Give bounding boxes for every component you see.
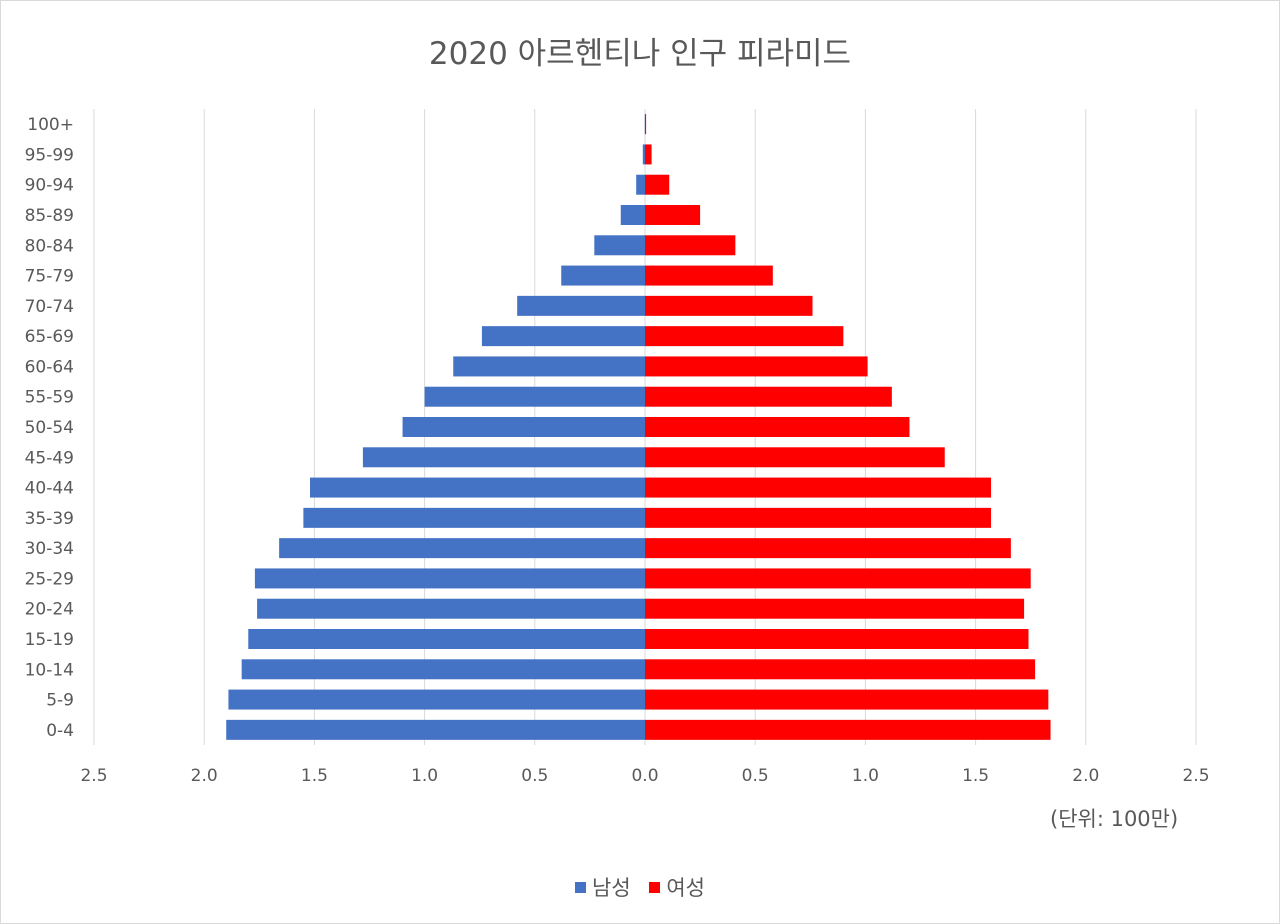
category-label: 65-69 xyxy=(25,327,74,347)
bar-male-70-74 xyxy=(517,295,645,316)
x-tick-label: 0.0 xyxy=(631,766,658,786)
unit-note: (단위: 100만) xyxy=(1050,807,1179,831)
bar-female-20-24 xyxy=(645,598,1025,619)
x-tick-label: 1.5 xyxy=(962,766,989,786)
category-label: 50-54 xyxy=(25,418,74,438)
bar-female-85-89 xyxy=(645,205,701,225)
category-label: 15-19 xyxy=(25,630,74,650)
bar-female-70-74 xyxy=(645,295,813,316)
legend-label-male: 남성 xyxy=(592,876,631,900)
bar-female-35-39 xyxy=(645,507,992,528)
bar-male-30-34 xyxy=(279,538,645,559)
bar-male-25-29 xyxy=(254,568,645,589)
category-label: 35-39 xyxy=(25,509,74,529)
category-label: 5-9 xyxy=(46,691,74,711)
category-label: 100+ xyxy=(27,115,74,135)
legend: 남성 여성 xyxy=(0,872,1280,902)
bar-female-100+ xyxy=(645,114,647,135)
category-label: 10-14 xyxy=(25,660,74,680)
bar-female-75-79 xyxy=(645,265,773,286)
x-tick-label: 1.0 xyxy=(852,766,879,786)
legend-swatch-male xyxy=(575,881,587,893)
category-label: 90-94 xyxy=(25,176,74,196)
category-label: 95-99 xyxy=(25,145,74,165)
bar-female-40-44 xyxy=(645,477,992,498)
bar-female-15-19 xyxy=(645,629,1029,649)
bar-male-80-84 xyxy=(594,235,645,256)
bar-male-95-99 xyxy=(642,144,645,165)
category-label: 25-29 xyxy=(25,569,74,589)
bar-male-85-89 xyxy=(620,205,645,225)
bar-male-35-39 xyxy=(303,507,645,528)
bar-female-65-69 xyxy=(645,326,844,347)
x-tick-label: 2.5 xyxy=(80,766,107,786)
category-label: 70-74 xyxy=(25,297,74,317)
category-label: 75-79 xyxy=(25,267,74,287)
category-label: 85-89 xyxy=(25,206,74,226)
category-label: 40-44 xyxy=(25,479,74,499)
category-label: 60-64 xyxy=(25,357,74,377)
bar-male-65-69 xyxy=(481,326,645,347)
bar-female-25-29 xyxy=(645,568,1031,589)
bar-male-90-94 xyxy=(636,174,645,195)
bar-female-45-49 xyxy=(645,447,945,468)
legend-swatch-female xyxy=(649,881,661,893)
x-tick-label: 2.0 xyxy=(1072,766,1099,786)
bar-female-10-14 xyxy=(645,659,1036,680)
x-tick-label: 2.5 xyxy=(1182,766,1209,786)
bar-male-15-19 xyxy=(248,629,645,649)
x-tick-label: 1.0 xyxy=(411,766,438,786)
bar-male-0-4 xyxy=(226,719,646,740)
legend-item-male: 남성 xyxy=(575,872,631,902)
bar-female-95-99 xyxy=(645,144,652,165)
bar-female-50-54 xyxy=(645,417,910,437)
bar-male-5-9 xyxy=(228,689,645,710)
bar-female-30-34 xyxy=(645,538,1011,559)
x-tick-label: 0.5 xyxy=(521,766,548,786)
bar-female-60-64 xyxy=(645,356,868,377)
bar-male-40-44 xyxy=(309,477,645,498)
bar-male-75-79 xyxy=(561,265,645,286)
bar-female-90-94 xyxy=(645,174,670,195)
bar-male-45-49 xyxy=(362,447,645,468)
category-label: 0-4 xyxy=(46,721,74,741)
bar-male-60-64 xyxy=(453,356,645,377)
axis-labels: 2.5 2.0 1.5 1.0 0.5 0.0 0.5 1.0 1.5 2.0 2.5 0-4 5-9 1… xyxy=(25,115,1210,786)
legend-item-female: 여성 xyxy=(649,872,705,902)
x-tick-label: 2.0 xyxy=(191,766,218,786)
bar-female-80-84 xyxy=(645,235,736,256)
bar-female-55-59 xyxy=(645,386,892,407)
chart-title: 2020 아르헨티나 인구 피라미드 xyxy=(428,36,852,72)
bar-female-0-4 xyxy=(645,719,1051,740)
category-label: 30-34 xyxy=(25,539,74,559)
category-label: 20-24 xyxy=(25,600,74,620)
category-label: 45-49 xyxy=(25,448,74,468)
x-tick-label: 0.5 xyxy=(742,766,769,786)
bar-female-5-9 xyxy=(645,689,1049,710)
x-tick-label: 1.5 xyxy=(301,766,328,786)
bar-male-55-59 xyxy=(424,386,645,407)
bar-male-50-54 xyxy=(402,417,645,437)
bars xyxy=(226,114,1051,740)
category-label: 55-59 xyxy=(25,388,74,408)
bar-male-20-24 xyxy=(257,598,645,619)
bar-male-10-14 xyxy=(241,659,645,680)
legend-label-female: 여성 xyxy=(666,876,705,900)
category-label: 80-84 xyxy=(25,236,74,256)
